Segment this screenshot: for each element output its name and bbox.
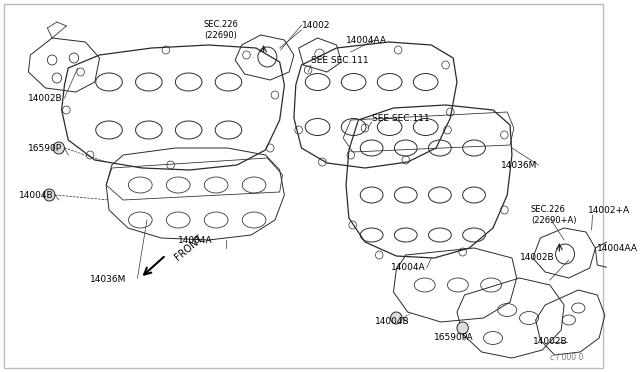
Text: 14004AA: 14004AA: [597, 244, 638, 253]
Text: 14004AA: 14004AA: [346, 35, 387, 45]
Text: 14002+A: 14002+A: [588, 205, 630, 215]
Text: c / 000 0: c / 000 0: [550, 353, 583, 362]
Text: 14036M: 14036M: [90, 276, 127, 285]
Text: 14002B: 14002B: [533, 337, 568, 346]
Text: FRONT: FRONT: [173, 234, 205, 263]
Text: 14002B: 14002B: [28, 93, 63, 103]
Text: 14004A: 14004A: [178, 235, 213, 244]
Circle shape: [390, 312, 402, 324]
Text: 14002B: 14002B: [520, 253, 554, 263]
Text: SEE SEC.111: SEE SEC.111: [311, 55, 369, 64]
Circle shape: [53, 142, 65, 154]
Text: 14036M: 14036M: [500, 160, 537, 170]
Text: 16590PA: 16590PA: [434, 334, 474, 343]
Text: SEC.226
(22690): SEC.226 (22690): [204, 20, 239, 40]
Text: SEE SEC.111: SEE SEC.111: [372, 113, 429, 122]
Circle shape: [44, 189, 55, 201]
Text: 16590P: 16590P: [28, 144, 63, 153]
Circle shape: [457, 322, 468, 334]
Text: 14004B: 14004B: [19, 190, 54, 199]
Text: 14004B: 14004B: [374, 317, 409, 327]
Text: SEC.226
(22690+A): SEC.226 (22690+A): [531, 205, 577, 225]
Text: 14004A: 14004A: [390, 263, 425, 273]
Text: 14002: 14002: [301, 20, 330, 29]
